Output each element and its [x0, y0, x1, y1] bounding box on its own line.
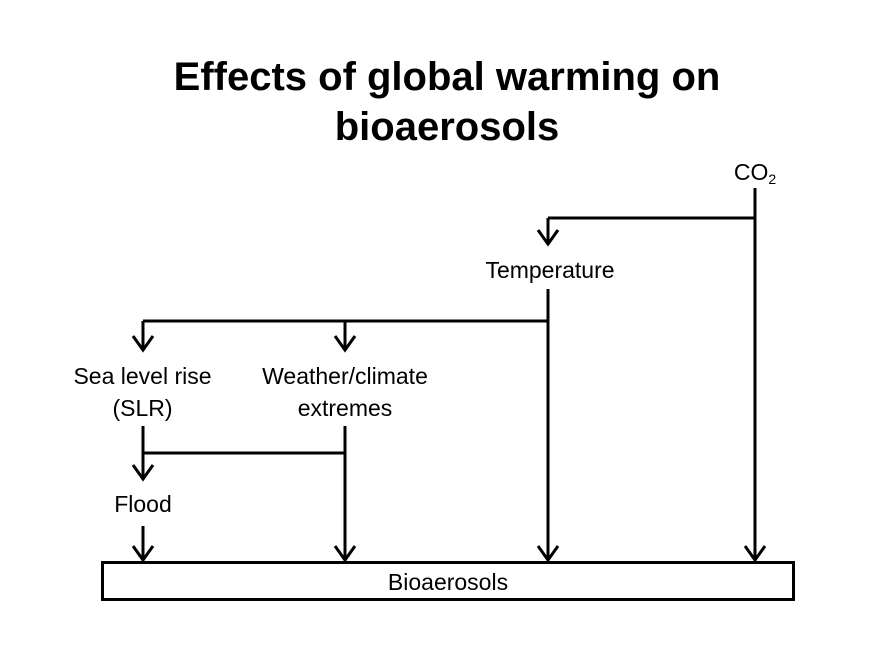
diagram-title: Effects of global warming on bioaerosols	[0, 52, 894, 152]
temp-to-slr-arrow	[131, 335, 155, 353]
title-line-1: Effects of global warming on	[173, 55, 721, 99]
weather-label-line-2: extremes	[297, 395, 393, 421]
co2-to-temp-arrow	[536, 229, 560, 247]
node-flood: Flood	[83, 488, 203, 520]
node-sea-level-rise: Sea level rise (SLR)	[40, 360, 245, 424]
node-weather-extremes: Weather/climate extremes	[235, 360, 455, 424]
temperature-label: Temperature	[485, 257, 615, 283]
co2-to-bioaerosols-arrow	[743, 545, 767, 563]
node-temperature: Temperature	[450, 254, 650, 286]
slr-label-line-2: (SLR)	[112, 395, 173, 421]
slr-to-flood-arrow	[131, 464, 155, 482]
flood-label: Flood	[114, 491, 172, 517]
flood-to-bioaerosols-arrow	[131, 545, 155, 563]
temp-to-bioaerosols-arrow	[536, 545, 560, 563]
bioaerosols-label: Bioaerosols	[387, 569, 509, 595]
co2-label: CO2	[733, 159, 777, 187]
weather-to-bioaerosols-arrow	[333, 545, 357, 563]
temp-to-weather-arrow	[333, 335, 357, 353]
node-co2: CO2	[715, 156, 795, 188]
weather-label-line-1: Weather/climate	[262, 363, 428, 389]
co2-subscript: 2	[768, 171, 777, 187]
bioaerosols-box	[101, 561, 795, 601]
title-line-2: bioaerosols	[334, 105, 560, 149]
slr-label-line-1: Sea level rise	[73, 363, 212, 389]
